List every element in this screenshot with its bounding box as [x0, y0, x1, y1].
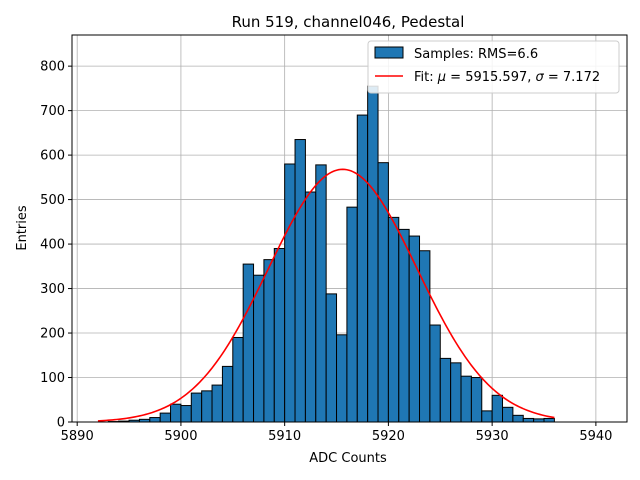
histogram-bar [294, 139, 306, 423]
histogram-bar [502, 406, 514, 423]
legend-label-samples: Samples: RMS=6.6 [414, 47, 538, 62]
histogram-bar [232, 336, 244, 423]
histogram-bar [367, 85, 379, 423]
y-tick-label: 700 [40, 104, 65, 119]
histogram-bar [377, 162, 389, 423]
y-axis-label: Entries [15, 205, 30, 251]
histogram-bar [242, 263, 255, 423]
histogram-bar [221, 365, 234, 423]
x-tick-label: 5910 [268, 429, 301, 444]
histogram-bar [180, 405, 192, 423]
histogram-bar [304, 191, 317, 423]
x-tick-label: 5890 [61, 429, 94, 444]
y-tick-label: 100 [40, 371, 65, 386]
x-axis-label: ADC Counts [309, 451, 387, 466]
y-tick-label: 800 [40, 60, 65, 75]
histogram-bar [481, 410, 493, 423]
histogram-bar [190, 392, 203, 423]
histogram-bar [315, 164, 327, 423]
histogram-bar [336, 334, 348, 423]
legend-swatch-samples [374, 46, 404, 59]
histogram-bar [439, 357, 452, 423]
y-tick-label: 200 [40, 327, 65, 342]
histogram-bar [429, 324, 441, 423]
y-tick-label: 500 [40, 193, 65, 208]
chart-title: Run 519, channel046, Pedestal [232, 13, 465, 31]
histogram-bar [211, 384, 223, 423]
histogram-bar [491, 394, 504, 423]
histogram-bar [170, 403, 182, 423]
histogram-bar [387, 216, 400, 423]
histogram-bar [201, 390, 213, 423]
x-tick-label: 5940 [579, 429, 612, 444]
histogram-bar [398, 228, 410, 423]
legend-label-fit: Fit: μ = 5915.597, σ = 7.172 [414, 70, 600, 85]
y-axis-ticks: 0 100 200 300 400 500 600 700 800 [40, 60, 72, 431]
y-tick-label: 300 [40, 282, 65, 297]
histogram-bar [273, 248, 286, 423]
fit-curve [97, 168, 555, 422]
y-tick-label: 400 [40, 238, 65, 253]
histogram-bar [263, 259, 275, 423]
x-tick-label: 5920 [372, 429, 405, 444]
legend: Samples: RMS=6.6 Fit: μ = 5915.597, σ = … [367, 40, 620, 94]
histogram-bar [450, 362, 462, 423]
histogram-bars [107, 85, 555, 423]
histogram-bar [284, 163, 296, 423]
y-tick-label: 0 [57, 416, 65, 431]
histogram-bar [149, 417, 161, 423]
histogram-bar [325, 293, 338, 423]
x-axis-ticks: 5890 5900 5910 5920 5930 5940 [61, 422, 612, 444]
histogram-bar [460, 375, 472, 423]
histogram-bar [159, 412, 172, 423]
legend-box [367, 40, 620, 94]
x-tick-label: 5900 [164, 429, 197, 444]
histogram-bar [470, 377, 483, 423]
histogram-bar [512, 414, 524, 423]
histogram-bar [522, 417, 535, 423]
x-tick-label: 5930 [476, 429, 509, 444]
histogram-bar [356, 114, 369, 423]
histogram-bar [346, 206, 358, 423]
y-tick-label: 600 [40, 149, 65, 164]
histogram-bar [543, 417, 555, 423]
plot-frame [71, 34, 628, 423]
